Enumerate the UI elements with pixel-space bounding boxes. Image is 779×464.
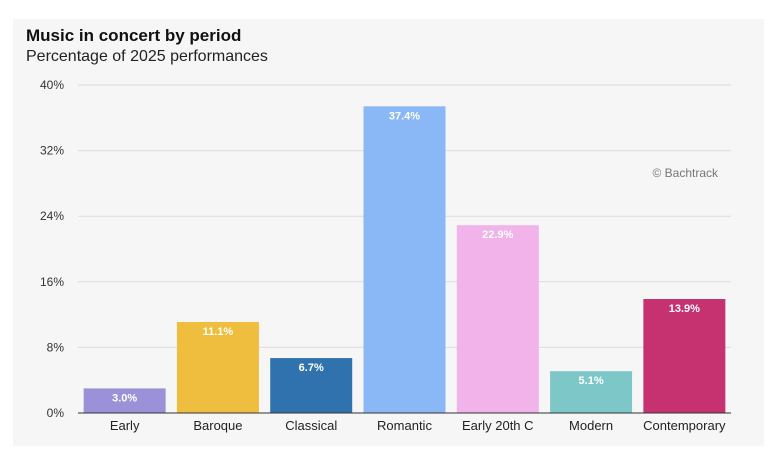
chart-title: Music in concert by period xyxy=(26,26,242,45)
bar xyxy=(643,299,726,413)
data-label: 3.0% xyxy=(112,392,137,404)
data-label: 11.1% xyxy=(203,326,234,338)
x-tick-label: Classical xyxy=(285,418,337,433)
y-tick-label: 24% xyxy=(40,209,64,223)
data-label: 5.1% xyxy=(579,375,604,387)
bar xyxy=(83,388,166,413)
data-label: 13.9% xyxy=(669,303,700,315)
bar xyxy=(176,321,259,413)
y-tick-label: 40% xyxy=(40,78,64,92)
bar xyxy=(550,371,633,413)
y-tick-label: 8% xyxy=(47,340,65,354)
data-label: 22.9% xyxy=(482,229,513,241)
x-tick-label: Contemporary xyxy=(643,418,726,433)
data-label: 37.4% xyxy=(389,110,420,122)
x-tick-label: Baroque xyxy=(193,418,242,433)
x-tick-label: Modern xyxy=(569,418,613,433)
chart-subtitle: Percentage of 2025 performances xyxy=(26,48,268,65)
bar xyxy=(270,358,353,413)
x-tick-label: Early xyxy=(110,418,140,433)
data-label: 6.7% xyxy=(299,362,324,374)
x-tick-label: Romantic xyxy=(377,418,432,433)
x-tick-label: Early 20th C xyxy=(462,418,534,433)
y-tick-label: 0% xyxy=(47,406,65,420)
bar xyxy=(456,225,539,413)
y-tick-label: 32% xyxy=(40,144,64,158)
credit-label: © Bachtrack xyxy=(652,166,719,180)
bar xyxy=(363,106,446,413)
y-tick-label: 16% xyxy=(40,275,64,289)
